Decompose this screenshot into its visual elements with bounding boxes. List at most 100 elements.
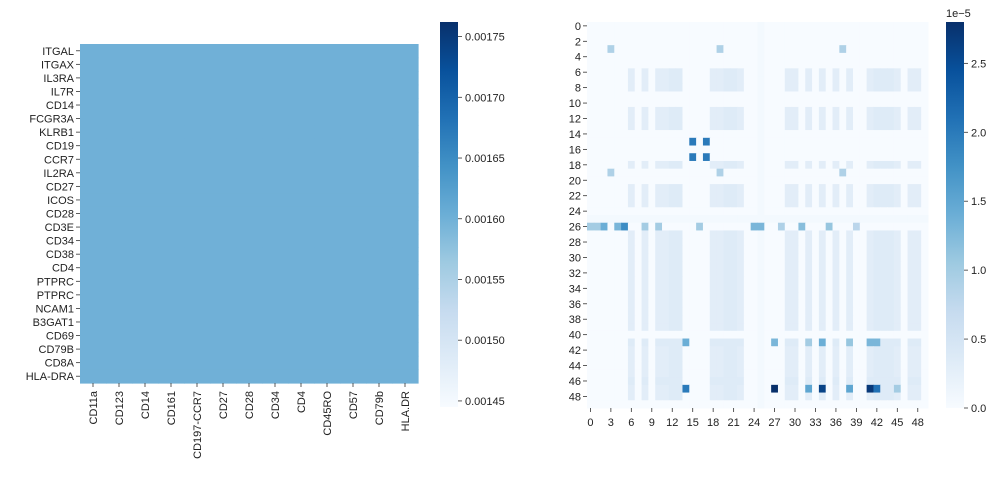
right-x-tick-label: 30	[789, 417, 801, 429]
right-heatmap-cell	[777, 400, 786, 409]
right-heatmap-cell	[866, 37, 874, 46]
right-heatmap-cell	[593, 106, 602, 116]
right-y-tick-label: 14	[569, 129, 581, 141]
right-heatmap-cell	[662, 307, 670, 316]
right-heatmap-cell	[641, 330, 649, 340]
right-heatmap-cell	[873, 45, 881, 54]
right-heatmap-cell	[634, 130, 643, 139]
right-heatmap-cell	[757, 68, 765, 77]
right-heatmap-cell	[723, 60, 731, 69]
right-heatmap-cell	[716, 91, 724, 100]
right-heatmap-cell	[798, 215, 806, 224]
right-heatmap-cell	[689, 215, 697, 224]
right-heatmap-cell	[648, 361, 656, 370]
right-heatmap-cell	[852, 276, 861, 285]
right-heatmap-cell	[846, 299, 854, 309]
right-heatmap-cell	[668, 307, 677, 316]
right-heatmap-cell	[702, 245, 711, 255]
right-heatmap-cell	[716, 122, 724, 131]
right-heatmap-cell	[743, 122, 752, 131]
right-heatmap-cell	[702, 307, 711, 316]
right-heatmap-cell	[593, 323, 602, 332]
right-heatmap-cell	[614, 114, 622, 123]
right-heatmap-cell	[696, 315, 704, 324]
right-heatmap-cell	[818, 323, 827, 332]
left-heatmap-cell	[80, 166, 107, 181]
right-heatmap-cell	[607, 338, 615, 347]
right-heatmap-cell	[818, 114, 827, 123]
right-heatmap-cell	[662, 400, 670, 409]
right-heatmap-cell	[607, 330, 615, 340]
right-heatmap-cell	[593, 184, 602, 193]
left-heatmap-cell	[340, 220, 367, 235]
right-heatmap-cell	[859, 76, 868, 85]
left-heatmap-cell	[106, 355, 133, 371]
right-heatmap-cell	[587, 168, 595, 177]
right-heatmap-cell	[818, 99, 827, 108]
right-heatmap-cell	[702, 106, 711, 116]
right-heatmap-cell	[689, 338, 697, 347]
right-heatmap-cell	[805, 207, 813, 216]
right-heatmap-cell	[805, 60, 813, 69]
left-heatmap-cell	[262, 315, 289, 330]
right-heatmap-cell	[900, 330, 909, 340]
right-heatmap-cell	[757, 238, 765, 247]
left-heatmap-cell	[132, 138, 159, 154]
right-heatmap-cell	[587, 299, 595, 309]
right-heatmap-cell	[907, 230, 915, 239]
right-heatmap-cell	[641, 199, 649, 208]
right-y-tick-label: 18	[569, 160, 581, 172]
right-heatmap-cell	[702, 353, 711, 363]
right-heatmap-cell	[702, 369, 711, 378]
right-heatmap-cell	[743, 400, 752, 409]
right-heatmap-cell	[805, 106, 813, 116]
right-heatmap-cell	[607, 130, 615, 139]
right-heatmap-cell	[866, 114, 874, 123]
right-heatmap-cell	[607, 145, 615, 154]
right-heatmap-cell	[662, 253, 670, 262]
right-heatmap-cell	[655, 83, 663, 92]
right-heatmap-cell	[716, 299, 724, 309]
right-heatmap-cell	[614, 22, 622, 31]
left-heatmap-cell	[262, 193, 289, 208]
right-heatmap-cell	[614, 52, 622, 62]
right-heatmap-cell	[702, 253, 711, 262]
right-heatmap-cell	[587, 222, 595, 231]
left-heatmap-cell	[392, 342, 419, 357]
right-heatmap-cell	[839, 29, 847, 38]
right-heatmap-cell	[880, 106, 888, 116]
right-heatmap-cell	[627, 191, 636, 201]
right-heatmap-cell	[743, 91, 752, 100]
left-heatmap-cell	[106, 288, 133, 303]
right-heatmap-cell	[859, 145, 868, 154]
right-heatmap-cell	[723, 76, 731, 85]
right-heatmap-cell	[764, 284, 772, 293]
right-heatmap-cell	[764, 68, 772, 77]
right-heatmap-cell	[723, 276, 731, 285]
right-heatmap-cell	[798, 114, 806, 123]
right-heatmap-cell	[784, 60, 793, 69]
right-heatmap-cell	[914, 292, 922, 301]
right-heatmap-cell	[607, 346, 615, 355]
right-heatmap-cell	[873, 353, 881, 363]
right-heatmap-cell	[818, 384, 827, 394]
right-heatmap-cell	[696, 276, 704, 285]
right-heatmap-cell	[593, 222, 602, 231]
right-heatmap-cell	[648, 207, 656, 216]
right-heatmap-cell	[757, 83, 765, 92]
right-heatmap-cell	[696, 215, 704, 224]
right-heatmap-cell	[600, 292, 608, 301]
right-heatmap-cell	[689, 245, 697, 255]
right-heatmap-cell	[648, 191, 656, 201]
right-heatmap-cell	[750, 199, 758, 208]
right-heatmap-cell	[791, 130, 799, 139]
right-heatmap-cell	[839, 76, 847, 85]
right-heatmap-cell	[600, 29, 608, 38]
right-heatmap-cell	[764, 199, 772, 208]
right-heatmap-cell	[743, 253, 752, 262]
left-heatmap-cell	[236, 288, 263, 303]
right-heatmap-cell	[859, 137, 868, 147]
right-heatmap-cell	[825, 106, 834, 116]
right-heatmap-cell	[641, 207, 649, 216]
right-heatmap-cell	[852, 52, 861, 62]
